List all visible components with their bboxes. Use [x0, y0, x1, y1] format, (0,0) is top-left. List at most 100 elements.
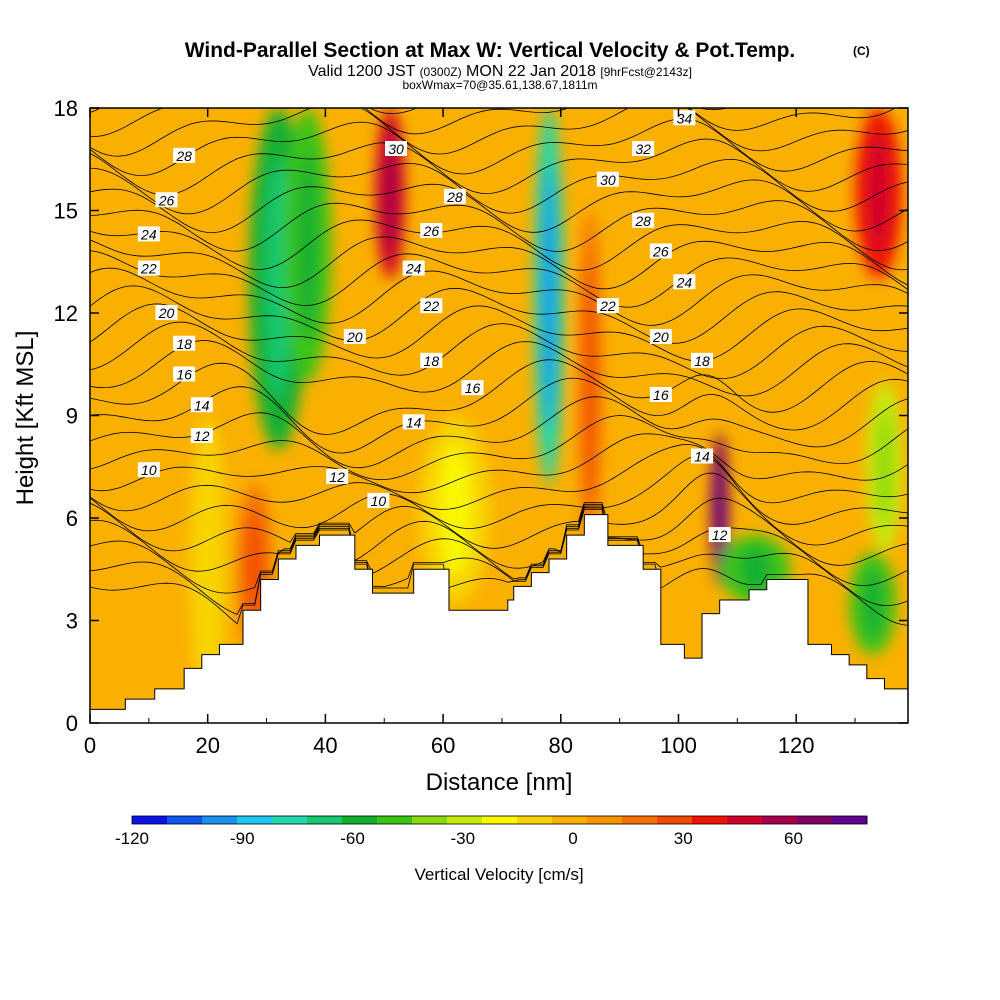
svg-text:12: 12: [329, 469, 345, 485]
pot-temp-contour: [90, 236, 908, 290]
pot-temp-contour: [90, 433, 908, 494]
contour-label: 28: [443, 188, 466, 205]
svg-text:22: 22: [140, 261, 157, 277]
svg-text:24: 24: [140, 226, 157, 242]
contour-label: 16: [461, 380, 484, 396]
velocity-feature-core: [383, 133, 397, 254]
colorbar: -120 -90 -60 -30 0 30 60: [115, 815, 868, 848]
colorbar-tick-label: -60: [340, 829, 365, 848]
pot-temp-contour: [90, 118, 908, 177]
colorbar-swatch: [797, 816, 833, 824]
svg-text:32: 32: [635, 141, 651, 157]
contour-label: 32: [632, 141, 655, 157]
svg-text:14: 14: [694, 449, 710, 465]
svg-text:22: 22: [423, 298, 440, 314]
contour-label: 18: [173, 335, 196, 352]
contour-label: 28: [173, 147, 196, 164]
colorbar-tick-label: 60: [784, 829, 803, 848]
pot-temp-contour: [90, 444, 908, 512]
contour-label: 20: [155, 305, 178, 321]
pot-temp-contour: [90, 497, 908, 572]
pot-temp-contour: [90, 507, 908, 616]
contour-label: 24: [673, 274, 696, 290]
x-tick-label: 80: [549, 733, 573, 758]
pot-temp-contour: [90, 219, 908, 271]
velocity-feature-core: [739, 545, 771, 594]
pot-temp-contour: [90, 108, 908, 157]
colorbar-swatch: [657, 816, 693, 824]
y-tick-label: 3: [66, 609, 78, 634]
colorbar-tick-label: -30: [450, 829, 475, 848]
pot-temp-contour: [90, 138, 908, 196]
svg-text:12: 12: [712, 527, 728, 543]
contour-label: 22: [596, 298, 619, 314]
colorbar-title: Vertical Velocity [cm/s]: [414, 865, 583, 884]
velocity-feature-core: [438, 443, 471, 576]
colorbar-swatch: [202, 816, 238, 824]
velocity-feature-core: [246, 509, 263, 630]
contour-label: 10: [137, 462, 160, 478]
chart-title: Wind-Parallel Section at Max W: Vertical…: [185, 39, 796, 62]
colorbar-swatch: [307, 816, 343, 824]
colorbar-swatch: [762, 816, 798, 824]
svg-text:34: 34: [677, 110, 693, 126]
colorbar-tick-label: 30: [674, 829, 693, 848]
svg-text:28: 28: [634, 213, 651, 229]
colorbar-swatch: [447, 816, 483, 824]
x-tick-label: 40: [313, 733, 337, 758]
svg-text:16: 16: [653, 387, 669, 403]
contour-label: 18: [420, 352, 443, 369]
svg-text:28: 28: [175, 148, 192, 164]
contour-label: 14: [691, 448, 714, 465]
contour-label: 16: [173, 366, 196, 383]
colorbar-swatch: [272, 816, 308, 824]
chart-info-line: boxWmax=70@35.61,138.67,1811m: [402, 78, 597, 92]
colorbar-swatch: [622, 816, 658, 824]
svg-text:20: 20: [346, 329, 363, 345]
contour-label: 12: [190, 428, 213, 444]
y-axis: 0 3 6 9 12 15 18: [54, 96, 908, 736]
colorbar-swatch: [237, 816, 273, 824]
colorbar-swatch: [832, 816, 868, 824]
svg-text:18: 18: [176, 336, 192, 352]
contour-label: 28: [632, 212, 655, 229]
contour-label: 22: [137, 260, 160, 277]
svg-text:18: 18: [424, 353, 440, 369]
y-tick-label: 0: [66, 711, 78, 736]
pot-temp-contours: [90, 108, 908, 626]
colorbar-swatch: [377, 816, 413, 824]
pot-temp-contour: [90, 454, 908, 532]
svg-text:26: 26: [652, 244, 669, 260]
contour-label: 24: [137, 226, 160, 242]
pot-temp-contour-labels: 2826242220181614121030282624222018161412…: [137, 110, 731, 543]
x-axis: 0 20 40 60 80 100 120: [84, 108, 856, 758]
x-tick-label: 120: [778, 733, 815, 758]
contour-label: 14: [402, 414, 425, 430]
svg-text:10: 10: [371, 493, 387, 509]
y-tick-label: 9: [66, 404, 78, 429]
colorbar-swatch: [412, 816, 448, 824]
colorbar-swatch: [727, 816, 763, 824]
contour-label: 26: [420, 223, 443, 239]
svg-text:18: 18: [694, 353, 710, 369]
contour-label: 12: [326, 469, 349, 485]
y-tick-label: 18: [54, 96, 78, 121]
y-tick-label: 15: [54, 199, 78, 224]
colorbar-swatch: [517, 816, 553, 824]
pot-temp-contour: [90, 377, 908, 454]
svg-text:16: 16: [176, 367, 192, 383]
pot-temp-contour: [90, 321, 908, 379]
pot-temp-contour: [90, 200, 908, 252]
svg-text:10: 10: [141, 462, 157, 478]
contour-label: 30: [596, 171, 619, 188]
x-tick-label: 100: [660, 733, 697, 758]
svg-text:26: 26: [423, 223, 440, 239]
pot-temp-contour: [90, 396, 908, 469]
colorbar-tick-label: -90: [230, 829, 255, 848]
svg-text:16: 16: [465, 380, 481, 396]
pot-temp-contour: [90, 267, 908, 326]
contour-label: 26: [649, 243, 672, 260]
contour-label: 16: [649, 387, 672, 403]
contour-label: 18: [691, 352, 714, 369]
contour-label: 22: [420, 298, 443, 314]
